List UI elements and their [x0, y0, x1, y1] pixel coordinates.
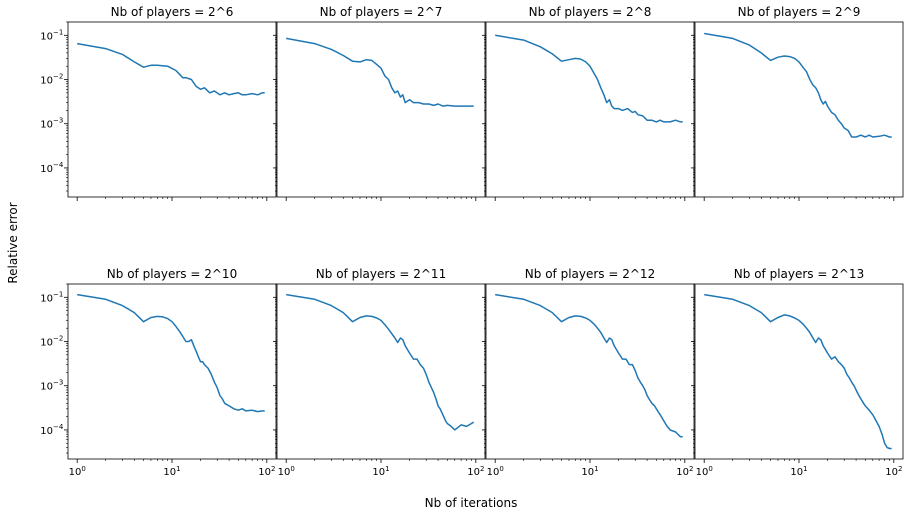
subplot-title: Nb of players = 2^13 — [734, 267, 864, 281]
axes-frame — [485, 283, 695, 460]
subplot-title: Nb of players = 2^12 — [525, 267, 655, 281]
y-tick-exponent: −2 — [53, 335, 63, 343]
y-tick-exponent: −4 — [53, 423, 64, 431]
subplot-1: Nb of players = 2^610−110−210−310−4 — [40, 5, 277, 201]
y-tick-label: 10 — [40, 293, 53, 304]
axes-frame — [485, 21, 695, 198]
x-tick-label: 100 — [278, 465, 295, 478]
subplot-7: Nb of players = 2^12 100 101 102 — [482, 267, 695, 478]
y-tick-exponent: −3 — [53, 379, 63, 387]
x-tick-label: 102 — [676, 465, 693, 478]
y-tick-label: 10 — [40, 76, 53, 87]
y-tick-label: 10 — [40, 382, 53, 393]
series-line — [286, 37, 474, 107]
x-tick-label: 100 — [487, 465, 504, 478]
subplot-title: Nb of players = 2^10 — [107, 267, 237, 281]
y-tick-label: 10 — [40, 338, 53, 349]
x-tick-label: 100 — [696, 465, 713, 478]
y-tick-exponent: −1 — [53, 28, 63, 36]
series-line — [77, 293, 265, 413]
x-tick-label: 102 — [467, 465, 484, 478]
y-tick-label: 10 — [40, 164, 53, 175]
x-tick-label: 102 — [885, 465, 902, 478]
series-line — [77, 42, 265, 96]
subplot-8: Nb of players = 2^13 100 101 102 — [691, 267, 904, 478]
subplot-title: Nb of players = 2^9 — [738, 5, 861, 19]
subplot-title: Nb of players = 2^8 — [529, 5, 652, 19]
series-line — [704, 32, 892, 138]
y-tick-label: 10 — [40, 120, 53, 131]
x-tick-label: 100 — [69, 465, 86, 478]
subplot-title: Nb of players = 2^7 — [320, 5, 443, 19]
axes-frame — [694, 21, 904, 198]
subplot-4: Nb of players = 2^9 — [691, 5, 904, 201]
y-tick-label: 10 — [40, 31, 53, 42]
figure-xlabel: Nb of iterations — [425, 496, 518, 510]
y-tick-label: 10 — [40, 426, 53, 437]
axes-frame — [276, 283, 486, 460]
axes-frame — [694, 283, 904, 460]
axes-frame — [276, 21, 486, 198]
axes-frame — [67, 283, 277, 460]
series-line — [495, 34, 683, 123]
subplot-3: Nb of players = 2^8 — [482, 5, 695, 201]
y-tick-exponent: −2 — [53, 73, 63, 81]
y-tick-exponent: −4 — [53, 161, 64, 169]
figure-ylabel: Relative error — [6, 202, 20, 283]
series-line — [495, 293, 683, 438]
x-tick-label: 102 — [258, 465, 275, 478]
x-tick-label: 101 — [163, 465, 180, 478]
subplot-title: Nb of players = 2^6 — [111, 5, 234, 19]
series-line — [286, 293, 475, 431]
x-tick-label: 101 — [372, 465, 389, 478]
subplot-title: Nb of players = 2^11 — [316, 267, 446, 281]
y-tick-exponent: −3 — [53, 117, 63, 125]
subplot-6: Nb of players = 2^11 100 101 102 — [273, 267, 486, 478]
series-line — [704, 293, 892, 450]
x-tick-label: 101 — [581, 465, 598, 478]
y-tick-exponent: −1 — [53, 290, 63, 298]
x-tick-label: 101 — [790, 465, 807, 478]
subplot-2: Nb of players = 2^7 — [273, 5, 486, 201]
axes-frame — [67, 21, 277, 198]
subplot-grid: Nb of players = 2^610−110−210−310 −4Nb of… — [40, 5, 904, 478]
